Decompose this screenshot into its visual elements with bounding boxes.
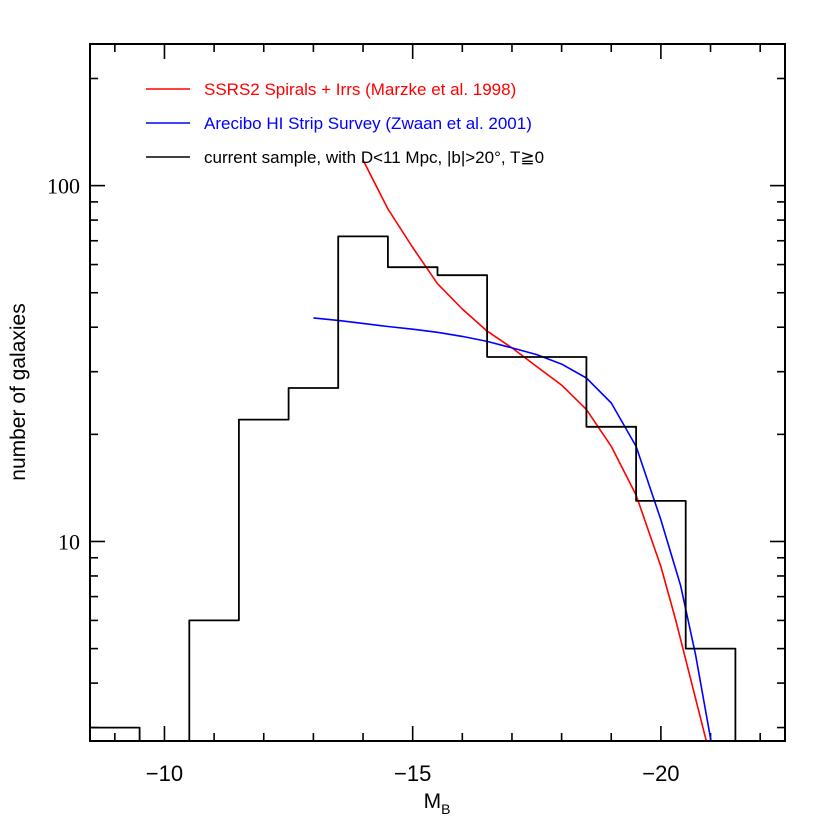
x-tick-label: −15 <box>394 761 431 786</box>
x-axis-label-main: M <box>424 790 442 813</box>
x-axis-label-subscript: B <box>441 801 450 817</box>
series-line-2 <box>313 317 712 741</box>
legend: SSRS2 Spirals + Irrs (Marzke et al. 1998… <box>146 80 544 167</box>
legend-label: SSRS2 Spirals + Irrs (Marzke et al. 1998… <box>204 80 516 99</box>
y-tick-label: 10 <box>58 529 80 554</box>
series-line-3 <box>90 235 737 741</box>
axis-ticks <box>90 44 785 741</box>
tick-labels: −10 −15 −20 10 100 <box>47 174 680 786</box>
y-tick-label: 100 <box>47 174 80 199</box>
legend-label: Arecibo HI Strip Survey (Zwaan et al. 20… <box>204 114 532 133</box>
series-layer <box>90 159 737 741</box>
plot-frame <box>89 43 786 742</box>
x-tick-label: −10 <box>146 761 183 786</box>
series-line-1 <box>362 159 708 741</box>
x-axis-label: MB <box>424 790 451 817</box>
x-tick-label: −20 <box>642 761 679 786</box>
y-axis-label: number of galaxies <box>7 303 30 480</box>
legend-label: current sample, with D<11 Mpc, |b|>20°, … <box>204 148 544 167</box>
